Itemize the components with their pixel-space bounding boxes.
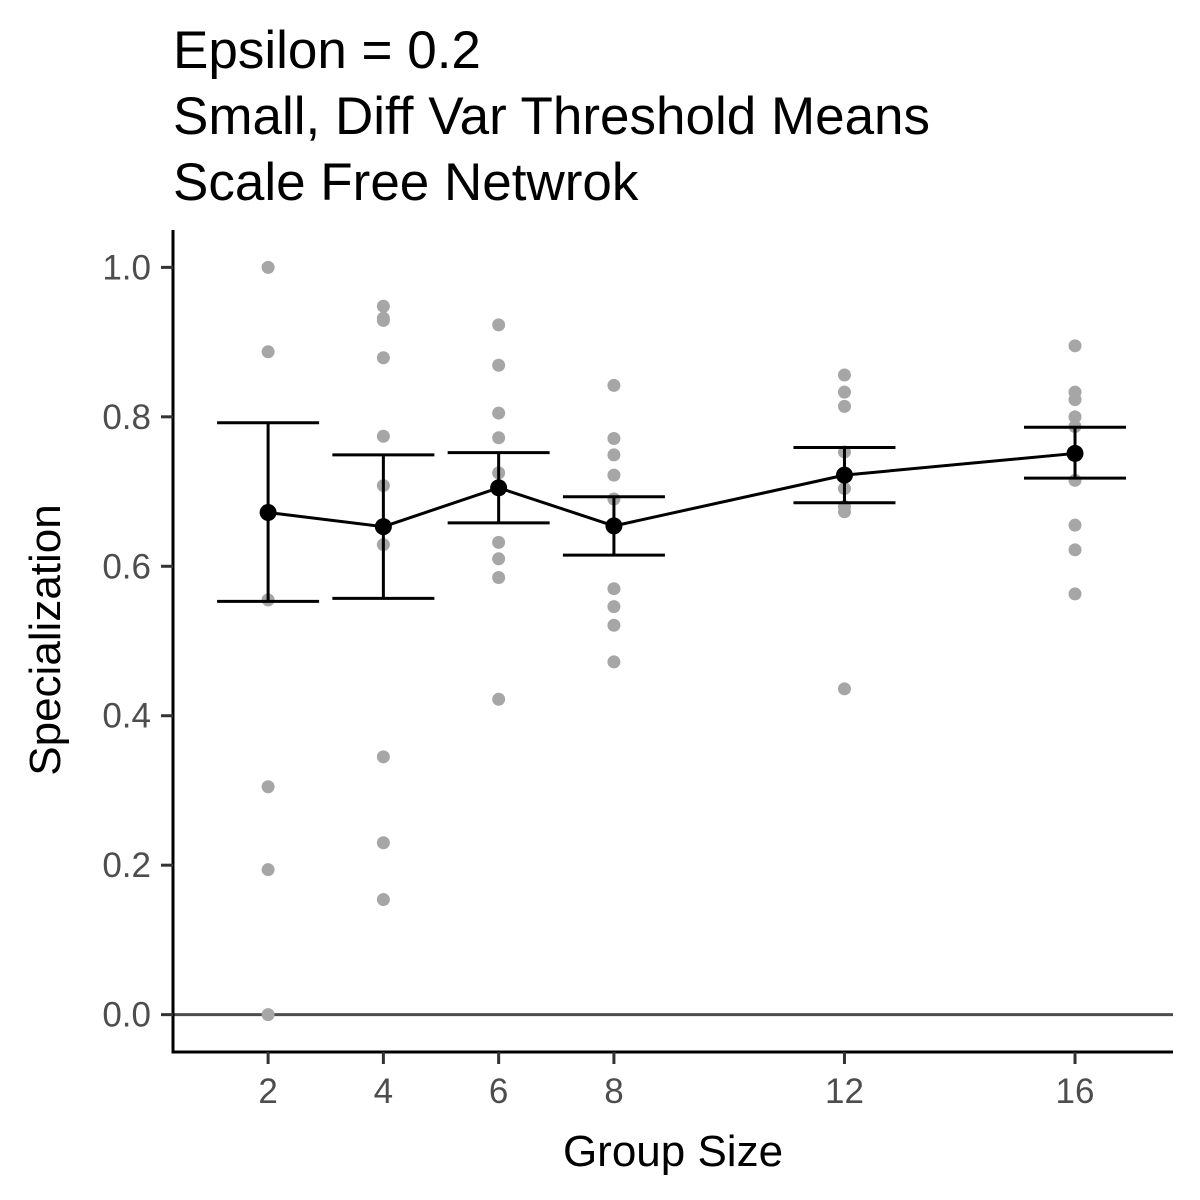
mean-point [259, 503, 277, 521]
y-tick-label: 0.2 [102, 846, 151, 885]
chart-title-line-2: Small, Diff Var Threshold Means [173, 87, 931, 146]
raw-point [492, 431, 506, 445]
raw-point [1068, 410, 1082, 424]
raw-point [376, 313, 390, 327]
error-bars-group [217, 421, 1127, 603]
raw-point [376, 750, 390, 764]
raw-point [607, 582, 621, 596]
raw-point [261, 260, 275, 274]
mean-line-group [267, 451, 1076, 529]
x-axis-title: Group Size [563, 1127, 783, 1176]
x-tick-label: 12 [825, 1072, 864, 1111]
y-tick-label: 0.8 [102, 398, 151, 437]
raw-point [492, 318, 506, 332]
y-tick-label: 0.6 [102, 547, 151, 586]
y-axis-title: Specialization [21, 504, 70, 776]
x-tick-label: 4 [374, 1072, 393, 1111]
chart-title-line-3: Scale Free Netwrok [173, 153, 639, 212]
raw-point [1068, 393, 1082, 407]
raw-point [1068, 543, 1082, 557]
raw-point [376, 351, 390, 365]
raw-point [607, 468, 621, 482]
raw-point [492, 535, 506, 549]
mean-point [374, 518, 392, 536]
raw-point [261, 863, 275, 877]
mean-point [490, 479, 508, 497]
raw-point [376, 893, 390, 907]
raw-point [1068, 339, 1082, 353]
raw-point [1068, 518, 1082, 532]
raw-point [837, 399, 851, 413]
raw-point [607, 378, 621, 392]
mean-points-group [259, 444, 1084, 536]
raw-point [837, 682, 851, 696]
axes-group [171, 230, 1173, 1054]
mean-line [267, 451, 1076, 529]
y-tick-label: 1.0 [102, 248, 151, 287]
x-tick-label: 8 [604, 1072, 623, 1111]
raw-point [492, 692, 506, 706]
raw-point [607, 655, 621, 669]
raw-point [492, 358, 506, 372]
raw-point [837, 368, 851, 382]
raw-point [607, 600, 621, 614]
raw-point [607, 431, 621, 445]
ticks-group: 2 4 6 8 12 16 0.0 0.2 0.4 0.6 0.8 1.0 [102, 248, 1094, 1111]
raw-point [261, 780, 275, 794]
mean-point [605, 517, 623, 535]
y-tick-label: 0.4 [102, 697, 151, 736]
raw-point [837, 505, 851, 519]
x-tick-label: 16 [1056, 1072, 1095, 1111]
mean-point [1066, 444, 1084, 462]
chart-title: Epsilon = 0.2 Small, Diff Var Threshold … [173, 18, 930, 216]
mean-point [835, 466, 853, 484]
raw-point [492, 570, 506, 584]
chart-title-line-1: Epsilon = 0.2 [173, 21, 481, 80]
raw-point [492, 406, 506, 420]
raw-point [261, 345, 275, 359]
raw-point [1068, 587, 1082, 601]
raw-point [837, 385, 851, 399]
raw-point [376, 299, 390, 313]
raw-point [376, 429, 390, 443]
raw-point [607, 618, 621, 632]
x-tick-label: 6 [489, 1072, 508, 1111]
raw-points-group [261, 260, 1082, 1022]
x-tick-label: 2 [258, 1072, 277, 1111]
raw-point [261, 1008, 275, 1022]
raw-point [376, 836, 390, 850]
raw-point [492, 552, 506, 566]
raw-point [607, 448, 621, 462]
y-tick-label: 0.0 [102, 996, 151, 1035]
